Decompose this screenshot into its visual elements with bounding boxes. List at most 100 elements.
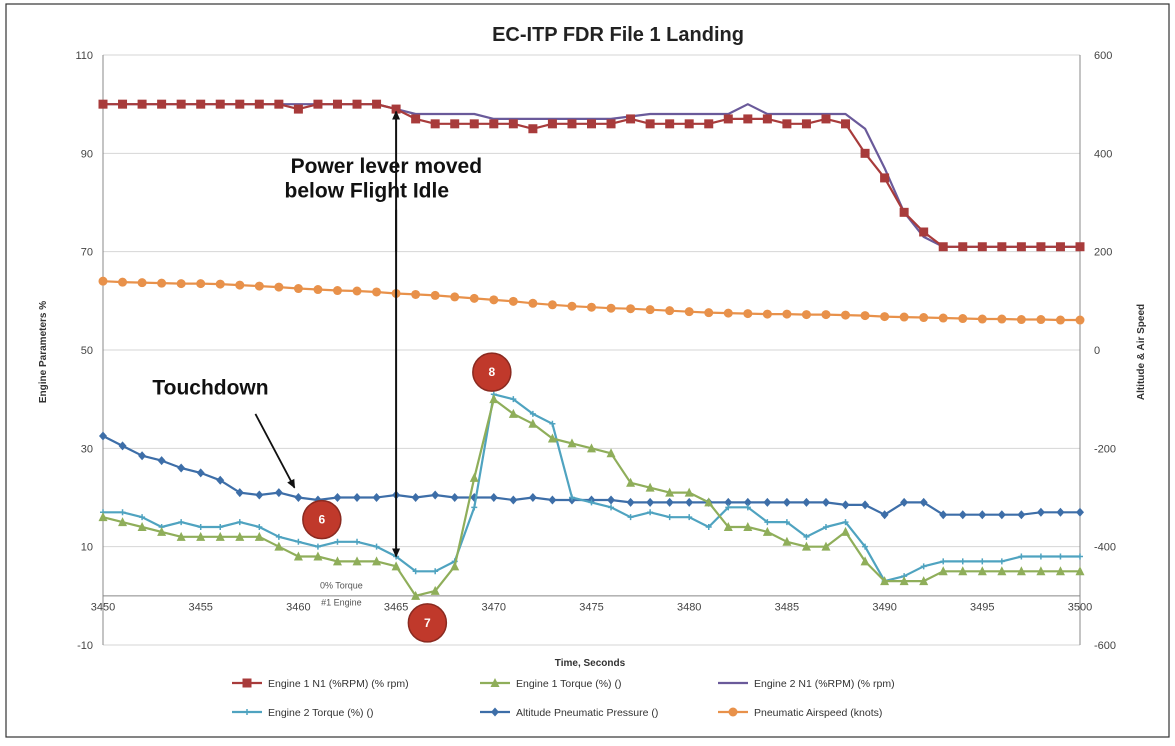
data-point xyxy=(489,295,499,305)
data-point xyxy=(176,99,186,109)
data-point xyxy=(743,114,753,124)
data-point xyxy=(958,566,968,576)
y-right-tick-label: 600 xyxy=(1094,50,1112,62)
legend-label: Pneumatic Airspeed (knots) xyxy=(754,707,882,719)
data-point xyxy=(608,504,615,511)
data-point xyxy=(471,504,478,511)
data-point xyxy=(411,493,420,502)
data-point xyxy=(508,408,518,418)
data-point xyxy=(645,482,655,492)
data-point xyxy=(626,304,636,314)
data-point xyxy=(293,551,303,561)
data-point xyxy=(450,493,459,502)
data-point xyxy=(1056,507,1065,517)
data-point xyxy=(782,497,791,507)
data-point xyxy=(509,495,518,505)
data-point xyxy=(725,504,732,511)
data-point xyxy=(391,561,401,571)
data-point xyxy=(978,510,987,520)
data-point xyxy=(352,286,362,296)
x-tick-label: 3475 xyxy=(579,602,603,614)
data-point xyxy=(979,558,986,565)
data-point xyxy=(235,531,245,541)
data-point xyxy=(547,433,557,443)
data-point xyxy=(430,119,440,129)
data-point xyxy=(958,510,967,520)
data-point xyxy=(607,495,616,505)
data-point xyxy=(352,99,362,109)
data-point xyxy=(1036,507,1045,517)
data-point xyxy=(118,99,128,109)
data-point xyxy=(743,522,753,531)
legend-label: Engine 2 Torque (%) () xyxy=(268,707,373,719)
data-point xyxy=(587,443,596,453)
data-point xyxy=(920,563,927,570)
data-point xyxy=(1075,315,1085,325)
x-tick-label: 3480 xyxy=(677,602,701,614)
data-point xyxy=(645,305,655,315)
data-point xyxy=(1036,315,1046,325)
data-point xyxy=(176,279,186,289)
data-point xyxy=(450,561,460,571)
data-point xyxy=(137,522,147,531)
data-point xyxy=(665,487,675,497)
data-point xyxy=(293,284,303,294)
data-point xyxy=(764,519,771,526)
data-point xyxy=(411,590,421,600)
legend-label: Engine 1 N1 (%RPM) (% rpm) xyxy=(268,678,409,690)
data-point xyxy=(626,114,636,124)
data-point xyxy=(919,313,929,323)
data-point xyxy=(783,519,790,526)
data-point xyxy=(157,278,167,288)
data-point xyxy=(743,309,753,319)
data-point xyxy=(333,493,342,502)
data-point xyxy=(977,242,987,252)
data-point xyxy=(1016,566,1026,576)
data-point xyxy=(391,104,401,114)
data-point xyxy=(256,524,263,530)
data-point xyxy=(137,99,147,109)
data-point xyxy=(939,510,948,520)
data-point xyxy=(801,119,811,129)
data-point xyxy=(528,418,538,428)
data-point xyxy=(254,531,264,541)
data-point xyxy=(548,495,557,505)
touchdown-arrow xyxy=(254,413,296,489)
data-point xyxy=(489,394,499,404)
data-point xyxy=(606,119,616,129)
data-point xyxy=(997,314,1007,324)
annotation-power-lever-line1: Power lever moved xyxy=(291,155,482,178)
data-point xyxy=(196,99,206,109)
data-point xyxy=(431,490,440,500)
series-1 xyxy=(98,99,1085,252)
data-point xyxy=(215,531,225,541)
legend-item-3: Engine 2 N1 (%RPM) (% rpm) xyxy=(718,678,895,690)
data-point xyxy=(1057,553,1064,560)
data-point xyxy=(118,441,127,451)
data-point xyxy=(216,475,225,485)
data-point xyxy=(959,558,966,565)
data-point xyxy=(372,556,382,566)
y-right-axis-title: Altitude & Air Speed xyxy=(1136,304,1147,400)
series-line xyxy=(103,103,1080,248)
data-point xyxy=(196,468,205,478)
data-point xyxy=(469,119,479,129)
legend-item-5: Altitude Pneumatic Pressure () xyxy=(480,707,658,719)
data-point xyxy=(373,543,380,550)
data-point xyxy=(255,490,264,500)
data-point xyxy=(157,526,167,536)
data-point xyxy=(899,312,909,322)
data-point xyxy=(705,524,712,530)
data-point xyxy=(118,517,128,527)
x-tick-label: 3490 xyxy=(872,602,896,614)
data-point xyxy=(841,500,850,510)
callout-circle xyxy=(302,499,342,540)
data-point xyxy=(938,313,948,323)
data-point xyxy=(236,519,243,526)
data-point xyxy=(313,99,323,109)
x-tick-label: 3485 xyxy=(775,602,799,614)
data-point xyxy=(997,566,1007,576)
data-point xyxy=(841,526,851,536)
